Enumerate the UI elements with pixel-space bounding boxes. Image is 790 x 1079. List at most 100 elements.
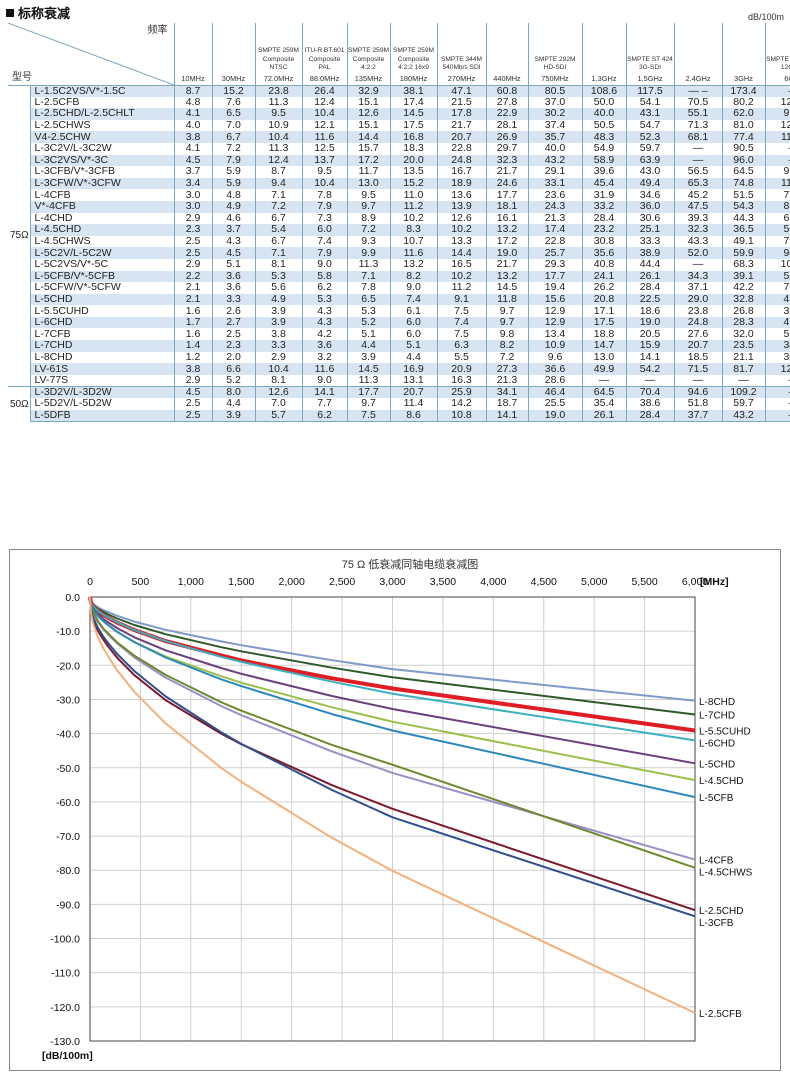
value-cell: 44.3 bbox=[721, 212, 765, 225]
impedance-label: 75Ω bbox=[8, 84, 30, 387]
value-cell: 25.7 bbox=[527, 247, 582, 259]
value-cell: 34.6 bbox=[625, 189, 674, 201]
value-cell: 48.7 bbox=[764, 293, 790, 306]
value-cell: — bbox=[673, 154, 722, 167]
value-cell: 26.4 bbox=[301, 84, 347, 97]
column-standard: SMPTE 259M Composite 4:2:2 16x9 bbox=[392, 47, 435, 72]
value-cell: 5.7 bbox=[254, 409, 302, 422]
value-cell: 34.3 bbox=[673, 270, 722, 283]
value-cell: 30.6 bbox=[625, 212, 674, 225]
value-cell: 54.2 bbox=[625, 363, 674, 375]
value-cell: 1.4 bbox=[173, 340, 212, 352]
table-row: L-3CFW/V*-3CFW 3.4 5.9 9.4 10.4 13.0 15.2 18.9 2… bbox=[8, 177, 790, 190]
value-cell: 3.7 bbox=[173, 166, 212, 178]
table-row: L-5CFB/V*-5CFB 2.2 3.6 5.3 5.8 7.1 8.2 10.2 13.2… bbox=[8, 270, 790, 283]
value-cell: 7.2 bbox=[346, 224, 390, 236]
value-cell: 40.0 bbox=[581, 108, 626, 120]
value-cell: 39.1 bbox=[721, 270, 765, 283]
value-cell: 22.8 bbox=[527, 235, 582, 248]
column-header: 30MHz bbox=[211, 23, 255, 86]
value-cell: 16.7 bbox=[436, 166, 486, 178]
value-cell: 32.0 bbox=[721, 328, 765, 341]
value-cell: 3.6 bbox=[211, 270, 255, 283]
value-cell: 21.3 bbox=[527, 212, 582, 225]
y-tick-label: -30.0 bbox=[56, 694, 80, 706]
value-cell: 5.4 bbox=[254, 224, 302, 236]
value-cell: 24.8 bbox=[436, 154, 486, 167]
table-row: V4-2.5CHW 3.8 6.7 10.4 11.6 14.4 16.8 20.7 26.9 3… bbox=[8, 131, 790, 143]
value-cell: 3.3 bbox=[211, 293, 255, 306]
value-cell: 10.8 bbox=[436, 409, 486, 422]
value-cell: 6.0 bbox=[389, 328, 437, 341]
value-cell: 3.9 bbox=[254, 305, 302, 317]
value-cell: 43.3 bbox=[673, 235, 722, 248]
value-cell: 12.5 bbox=[301, 142, 347, 155]
column-standard: SMPTE 259M Composite 4:2:2 bbox=[347, 47, 390, 72]
value-cell: 6.0 bbox=[301, 224, 347, 236]
value-cell: 58.9 bbox=[581, 154, 626, 167]
value-cell: 65.1 bbox=[764, 212, 790, 225]
value-cell: 51.5 bbox=[721, 189, 765, 201]
value-cell: 173.4 bbox=[721, 84, 765, 97]
value-cell: 54.7 bbox=[625, 119, 674, 132]
value-cell: 11.6 bbox=[389, 247, 437, 259]
value-cell: 39.3 bbox=[673, 212, 722, 225]
column-frequency: 88.0MHz bbox=[309, 73, 340, 83]
value-cell: 24.6 bbox=[485, 177, 528, 190]
column-standard: SMPTE ST 424 3G-SDI bbox=[627, 55, 673, 72]
column-frequency: 30MHz bbox=[221, 73, 246, 83]
value-cell: 27.6 bbox=[673, 328, 722, 341]
value-cell: 5.1 bbox=[211, 258, 255, 271]
value-cell: 4.9 bbox=[211, 200, 255, 213]
y-tick-label: -10.0 bbox=[56, 626, 80, 638]
model-cell: L-2.5CFB bbox=[29, 96, 174, 109]
value-cell: 8.2 bbox=[389, 270, 437, 283]
value-cell: 14.4 bbox=[436, 247, 486, 259]
value-cell: 18.8 bbox=[581, 328, 626, 341]
value-cell: 70.5 bbox=[673, 96, 722, 109]
table-row: L-5CFW/V*-5CFW 2.1 3.6 5.6 6.2 7.8 9.0 11.2 14.5… bbox=[8, 282, 790, 294]
value-cell: 3.6 bbox=[301, 340, 347, 352]
value-cell: 5.8 bbox=[301, 270, 347, 283]
value-cell: 4.1 bbox=[173, 108, 212, 120]
value-cell: 9.5 bbox=[346, 189, 390, 201]
value-cell: 11.3 bbox=[346, 258, 390, 271]
value-cell: 11.2 bbox=[389, 200, 437, 213]
y-tick-label: -120.0 bbox=[50, 1002, 80, 1014]
value-cell: 9.0 bbox=[301, 374, 347, 387]
x-tick-label: 1,000 bbox=[178, 576, 204, 588]
table-row: 75Ω L-1.5C2VS/V*-1.5C 8.7 15.2 23.8 26.4 32.9 3… bbox=[8, 84, 790, 387]
column-frequency: 135MHz bbox=[354, 73, 383, 83]
value-cell: 2.3 bbox=[211, 340, 255, 352]
value-cell: 37.7 bbox=[673, 409, 722, 422]
value-cell: 43.1 bbox=[625, 108, 674, 120]
value-cell: 7.1 bbox=[254, 247, 302, 259]
value-cell: 22.9 bbox=[485, 108, 528, 120]
value-cell: 9.6 bbox=[527, 351, 582, 364]
value-cell: 43.2 bbox=[721, 409, 765, 422]
value-cell: 77.4 bbox=[721, 131, 765, 143]
value-cell: 71.5 bbox=[673, 363, 722, 375]
value-cell: 65.3 bbox=[673, 177, 722, 190]
value-cell: 80.2 bbox=[721, 96, 765, 109]
model-cell: L-5CFB/V*-5CFB bbox=[29, 270, 174, 283]
y-tick-label: -90.0 bbox=[56, 899, 80, 911]
table-row: LV-77S 2.9 5.2 8.1 9.0 11.3 13.1 16.3 21.3 28.6— —… bbox=[8, 374, 790, 387]
model-cell: LV-77S bbox=[29, 374, 174, 387]
value-cell: 7.9 bbox=[301, 247, 347, 259]
value-cell: 13.0 bbox=[581, 351, 626, 364]
value-cell: 7.2 bbox=[254, 200, 302, 213]
value-cell: 7.0 bbox=[254, 398, 302, 410]
model-cell: L-3CFW/V*-3CFW bbox=[29, 177, 174, 190]
value-cell: 10.2 bbox=[389, 212, 437, 225]
model-cell: L-5CHD bbox=[29, 293, 174, 306]
value-cell: 2.5 bbox=[173, 409, 212, 422]
value-cell: 6.0 bbox=[389, 316, 437, 329]
value-cell: 4.3 bbox=[301, 316, 347, 329]
value-cell: 17.4 bbox=[527, 224, 582, 236]
value-cell: 21.5 bbox=[436, 96, 486, 109]
value-cell: 39.6 bbox=[581, 166, 626, 178]
value-cell: 10.9 bbox=[527, 340, 582, 352]
value-cell: 60.8 bbox=[485, 84, 528, 97]
corner-frequency-label: 频率 bbox=[147, 25, 168, 36]
